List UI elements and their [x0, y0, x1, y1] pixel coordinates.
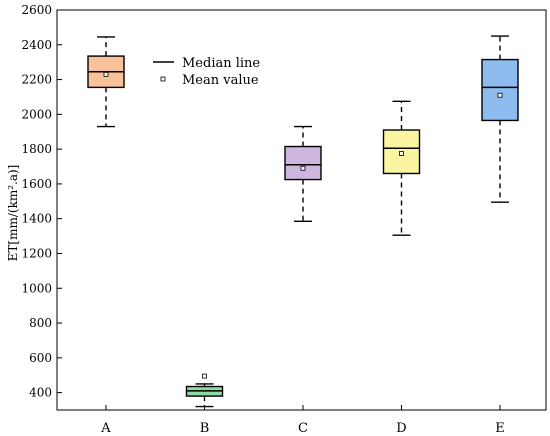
- box-series: [87, 35, 519, 408]
- y-axis-label: ET[mm/(km².a)]: [6, 165, 20, 262]
- box-B: [185, 373, 224, 408]
- plot-frame: [56, 9, 547, 411]
- y-axis: 400 600 800 1000 1200 1400 1600 1800 2000 2200 240…: [21, 3, 62, 400]
- y-tick-label: 2000: [21, 107, 52, 121]
- mean-marker: [300, 165, 306, 171]
- y-tick-label: 800: [29, 316, 52, 330]
- x-tick-label: A: [100, 421, 111, 436]
- x-axis: A B C D E: [100, 405, 505, 436]
- y-tick-label: 600: [29, 351, 52, 365]
- y-tick-label: 1200: [21, 246, 52, 260]
- y-tick-label: 2600: [21, 3, 52, 17]
- y-tick-label: 1800: [21, 142, 52, 156]
- legend-mean-swatch: [160, 76, 166, 82]
- y-tick-label: 2200: [21, 73, 52, 87]
- mean-marker: [497, 92, 503, 98]
- mean-marker: [399, 151, 404, 156]
- legend-mean-label: Mean value: [182, 73, 259, 88]
- box-A: [87, 36, 125, 128]
- iqr-box: [284, 145, 322, 181]
- x-tick-label: E: [495, 421, 505, 436]
- x-tick-label: D: [396, 421, 406, 436]
- y-tick-label: 2400: [21, 38, 52, 52]
- legend: Median line Mean value: [153, 56, 260, 88]
- y-tick-label: 1400: [21, 212, 52, 226]
- mean-marker: [202, 373, 207, 379]
- iqr-box: [481, 58, 519, 122]
- x-tick-label: B: [200, 421, 210, 436]
- x-tick-label: C: [298, 421, 308, 436]
- y-tick-label: 1000: [21, 281, 52, 295]
- box-D: [382, 100, 421, 236]
- y-tick-label: 400: [29, 386, 52, 400]
- box-E: [481, 35, 519, 203]
- mean-marker: [103, 71, 109, 77]
- legend-median-label: Median line: [182, 56, 260, 71]
- box-C: [284, 125, 322, 223]
- iqr-box: [382, 129, 421, 175]
- y-tick-label: 1600: [21, 177, 52, 191]
